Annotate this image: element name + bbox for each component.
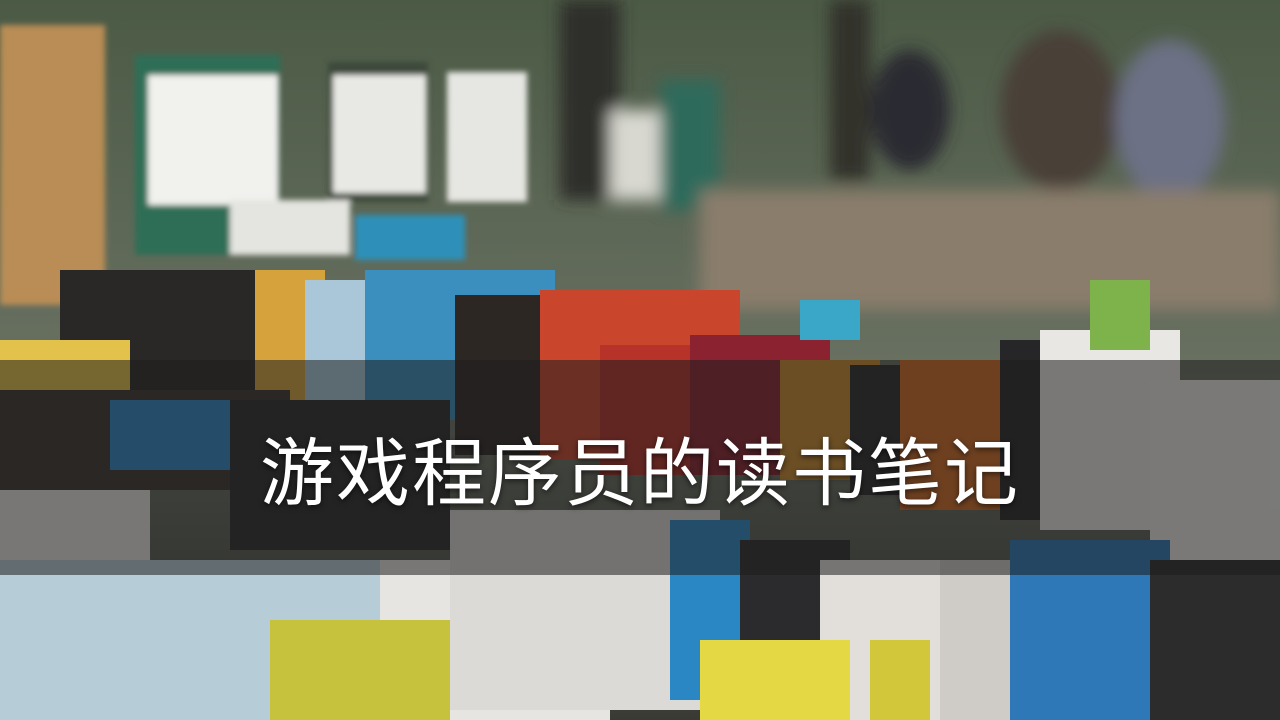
title-band [0,360,1280,575]
slide-title: 游戏程序员的读书笔记 [260,431,1020,517]
